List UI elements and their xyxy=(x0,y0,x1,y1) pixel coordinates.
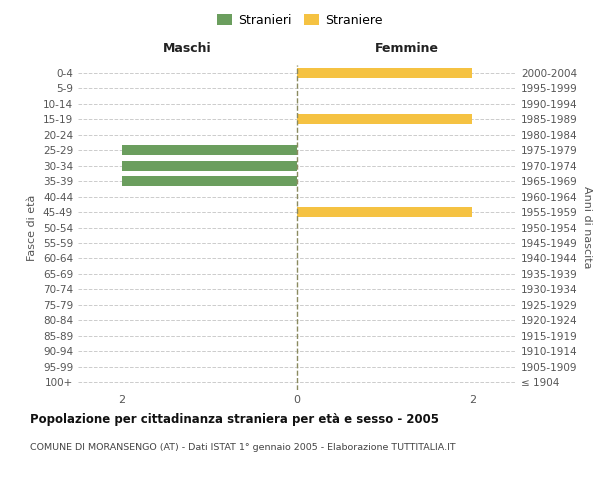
Legend: Stranieri, Straniere: Stranieri, Straniere xyxy=(215,11,386,29)
Bar xyxy=(297,68,472,78)
Y-axis label: Fasce di età: Fasce di età xyxy=(28,194,37,260)
Text: Maschi: Maschi xyxy=(163,42,212,55)
Bar xyxy=(297,114,472,124)
Bar xyxy=(297,207,472,217)
Text: COMUNE DI MORANSENGO (AT) - Dati ISTAT 1° gennaio 2005 - Elaborazione TUTTITALIA: COMUNE DI MORANSENGO (AT) - Dati ISTAT 1… xyxy=(30,442,455,452)
Bar xyxy=(122,160,297,170)
Text: Popolazione per cittadinanza straniera per età e sesso - 2005: Popolazione per cittadinanza straniera p… xyxy=(30,412,439,426)
Text: Femmine: Femmine xyxy=(374,42,439,55)
Y-axis label: Anni di nascita: Anni di nascita xyxy=(581,186,592,269)
Bar xyxy=(122,145,297,155)
Bar xyxy=(122,176,297,186)
